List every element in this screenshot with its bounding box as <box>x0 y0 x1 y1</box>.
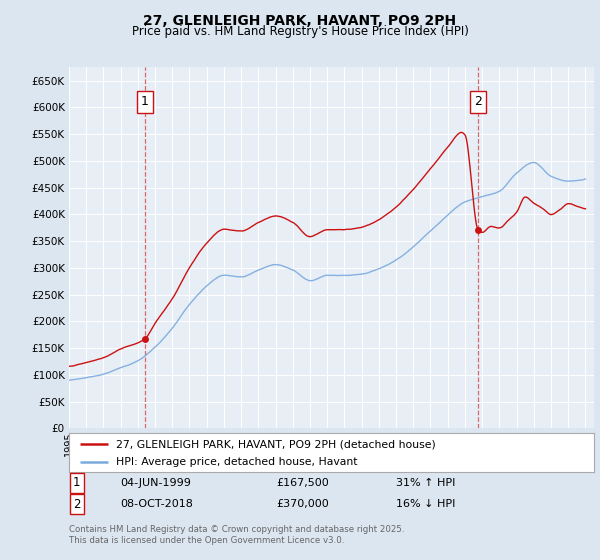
Text: £167,500: £167,500 <box>276 478 329 488</box>
Text: Price paid vs. HM Land Registry's House Price Index (HPI): Price paid vs. HM Land Registry's House … <box>131 25 469 38</box>
Text: 27, GLENLEIGH PARK, HAVANT, PO9 2PH: 27, GLENLEIGH PARK, HAVANT, PO9 2PH <box>143 14 457 28</box>
Text: Contains HM Land Registry data © Crown copyright and database right 2025.
This d: Contains HM Land Registry data © Crown c… <box>69 525 404 545</box>
Text: HPI: Average price, detached house, Havant: HPI: Average price, detached house, Hava… <box>116 457 358 467</box>
Text: 1: 1 <box>73 476 80 489</box>
Text: 04-JUN-1999: 04-JUN-1999 <box>120 478 191 488</box>
Text: 2: 2 <box>73 497 80 511</box>
Text: 31% ↑ HPI: 31% ↑ HPI <box>396 478 455 488</box>
Text: £370,000: £370,000 <box>276 499 329 509</box>
Text: 16% ↓ HPI: 16% ↓ HPI <box>396 499 455 509</box>
Text: 1: 1 <box>141 96 149 109</box>
Text: 27, GLENLEIGH PARK, HAVANT, PO9 2PH (detached house): 27, GLENLEIGH PARK, HAVANT, PO9 2PH (det… <box>116 439 436 449</box>
Text: 08-OCT-2018: 08-OCT-2018 <box>120 499 193 509</box>
Text: 2: 2 <box>474 96 482 109</box>
